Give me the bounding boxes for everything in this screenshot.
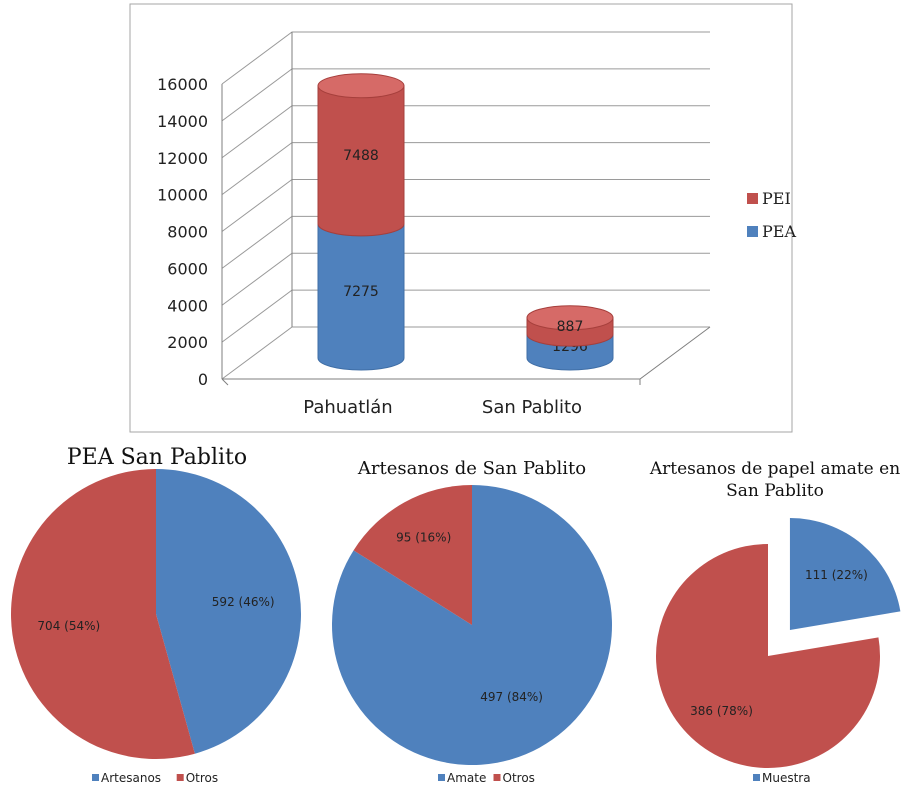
y-tick-label: 14000 — [157, 112, 208, 131]
pie-legend-swatch-artesanos — [92, 774, 99, 781]
pie-chart-artesanos-san-pablito: Artesanos de San Pablito 497 (84%) 95 (16%… — [331, 458, 612, 785]
pie-slice-amate — [331, 485, 612, 765]
pie-data-label: 592 (46%) — [212, 595, 275, 609]
pie-data-label: 111 (22%) — [805, 568, 868, 582]
chart-grid — [221, 31, 711, 386]
pie-data-label: 704 (54%) — [37, 619, 100, 633]
pie-slice-muestra — [789, 518, 901, 631]
y-tick-label: 16000 — [157, 75, 208, 94]
pie-legend-swatch-amate — [438, 774, 445, 781]
gridline — [221, 252, 710, 306]
y-tick-label: 6000 — [167, 259, 208, 278]
bar-value-label: 887 — [557, 319, 584, 335]
y-tick-label: 4000 — [167, 296, 208, 315]
pie-title: PEA San Pablito — [67, 445, 247, 470]
y-tick-label: 2000 — [167, 333, 208, 352]
y-tick-label: 10000 — [157, 186, 208, 205]
pie-data-label: 497 (84%) — [480, 690, 543, 704]
gridline — [221, 105, 710, 159]
bar-body — [317, 223, 405, 371]
pie-legend-swatch-otros — [493, 774, 501, 781]
pie-slice-otros — [353, 485, 472, 625]
gridline — [221, 215, 710, 269]
pie-legend-label-artesanos: Artesanos — [101, 771, 161, 785]
pie-legend-label-otros: Otros — [186, 771, 218, 785]
legend-label-pea: PEA — [762, 222, 796, 241]
pie-slice-artesanos — [156, 469, 301, 754]
y-tick-label: 8000 — [167, 223, 208, 242]
bar-cap — [526, 305, 614, 331]
category-label-san-pablito: San Pablito — [482, 397, 582, 418]
floor-edge — [222, 326, 711, 380]
bar-body — [317, 85, 405, 237]
pie-legend-swatch-otros — [176, 774, 184, 781]
chart-legend: PEI PEA — [747, 189, 796, 241]
legend-swatch-pei — [747, 193, 758, 204]
gridline — [221, 142, 710, 196]
y-axis-ticks: 0 2000 4000 6000 8000 10000 12000 14000 16000 — [157, 75, 208, 389]
bar-value-label: 7275 — [343, 284, 379, 300]
pie-data-label: 386 (78%) — [690, 704, 753, 718]
bar-segment-san-pablito-pei: 887 — [526, 305, 614, 347]
pie-title: Artesanos de papel amate en — [649, 459, 900, 479]
y-tick-label: 12000 — [157, 149, 208, 168]
gridline — [221, 31, 710, 85]
gridline — [221, 68, 710, 122]
pie-slice-otros — [10, 469, 195, 759]
category-label-pahuatlan: Pahuatlán — [303, 397, 392, 418]
legend-swatch-pea — [747, 226, 758, 237]
gridline — [221, 326, 710, 380]
pie-chart-pea-san-pablito: PEA San Pablito 592 (46%) 704 (54%) Artesan… — [10, 445, 301, 785]
bar-segment-pahuatlan-pei: 7488 — [317, 73, 405, 237]
pie-legend-label-muestra: Muestra — [762, 771, 811, 785]
legend-label-pei: PEI — [762, 189, 791, 208]
pie-title: Artesanos de San Pablito — [357, 458, 586, 479]
pie-legend-swatch-muestra — [753, 774, 760, 781]
bar-cap — [317, 73, 405, 99]
axis-tick — [221, 378, 229, 386]
pie-title: San Pablito — [726, 481, 824, 501]
pie-data-label: 95 (16%) — [396, 530, 451, 544]
gridline — [221, 289, 710, 343]
stacked-cylinder-chart: 0 2000 4000 6000 8000 10000 12000 14000 16000 72… — [129, 3, 796, 433]
chart-frame — [129, 3, 793, 433]
y-tick-label: 0 — [198, 370, 208, 389]
bar-value-label: 7488 — [343, 148, 379, 164]
pie-legend-label-otros: Otros — [503, 771, 535, 785]
gridline — [221, 179, 710, 232]
pie-slice-slice-2 — [656, 544, 880, 768]
x-axis-categories: Pahuatlán San Pablito — [303, 397, 582, 418]
pie-legend-label-amate: Amate — [447, 771, 486, 785]
